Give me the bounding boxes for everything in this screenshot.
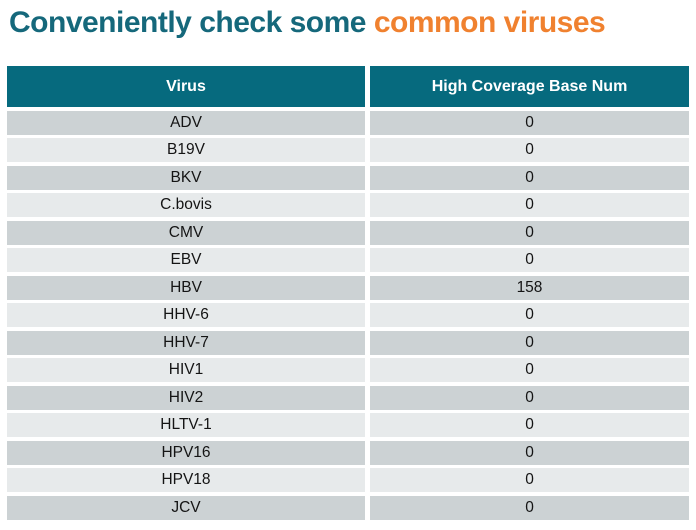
high-coverage-base-num-cell: 0 (370, 358, 689, 382)
virus-table: Virus High Coverage Base Num ADV 0 B19V 0 BK… (7, 66, 689, 520)
virus-name-cell: HPV18 (7, 468, 365, 492)
table-row: B19V 0 (7, 138, 689, 162)
virus-name-cell: HIV2 (7, 385, 365, 410)
table-row: HLTV-1 0 (7, 413, 689, 437)
virus-name-cell: HBV (7, 275, 365, 300)
table-row: ADV 0 (7, 110, 689, 135)
table-row: HIV2 0 (7, 385, 689, 410)
high-coverage-base-num-cell: 0 (370, 330, 689, 355)
table-row: HIV1 0 (7, 358, 689, 382)
virus-name-cell: C.bovis (7, 193, 365, 217)
high-coverage-base-num-cell: 0 (370, 193, 689, 217)
virus-name-cell: HHV-6 (7, 303, 365, 327)
virus-name-cell: HHV-7 (7, 330, 365, 355)
table-row: CMV 0 (7, 220, 689, 245)
virus-name-cell: EBV (7, 248, 365, 272)
high-coverage-base-num-cell: 0 (370, 495, 689, 520)
virus-name-cell: B19V (7, 138, 365, 162)
high-coverage-base-num-cell: 158 (370, 275, 689, 300)
table-header-row: Virus High Coverage Base Num (7, 66, 689, 107)
table-row: EBV 0 (7, 248, 689, 272)
virus-name-cell: HPV16 (7, 440, 365, 465)
table-row: HPV16 0 (7, 440, 689, 465)
table-row: JCV 0 (7, 495, 689, 520)
virus-name-cell: ADV (7, 110, 365, 135)
high-coverage-base-num-cell: 0 (370, 468, 689, 492)
high-coverage-base-num-cell: 0 (370, 220, 689, 245)
table-row: HPV18 0 (7, 468, 689, 492)
column-header-high-coverage-base-num: High Coverage Base Num (370, 66, 689, 107)
high-coverage-base-num-cell: 0 (370, 413, 689, 437)
virus-name-cell: HLTV-1 (7, 413, 365, 437)
page-title-accent: common viruses (373, 6, 606, 39)
page-title-main: Conveniently check some (9, 6, 374, 39)
table-row: C.bovis 0 (7, 193, 689, 217)
table-row: BKV 0 (7, 165, 689, 190)
high-coverage-base-num-cell: 0 (370, 248, 689, 272)
virus-name-cell: BKV (7, 165, 365, 190)
high-coverage-base-num-cell: 0 (370, 138, 689, 162)
high-coverage-base-num-cell: 0 (370, 110, 689, 135)
column-header-virus: Virus (7, 66, 365, 107)
table-row: HBV 158 (7, 275, 689, 300)
high-coverage-base-num-cell: 0 (370, 303, 689, 327)
high-coverage-base-num-cell: 0 (370, 165, 689, 190)
virus-name-cell: HIV1 (7, 358, 365, 382)
table-row: HHV-7 0 (7, 330, 689, 355)
table-row: HHV-6 0 (7, 303, 689, 327)
high-coverage-base-num-cell: 0 (370, 440, 689, 465)
page-title: Conveniently check some common viruses (9, 0, 695, 45)
high-coverage-base-num-cell: 0 (370, 385, 689, 410)
virus-name-cell: JCV (7, 495, 365, 520)
virus-name-cell: CMV (7, 220, 365, 245)
